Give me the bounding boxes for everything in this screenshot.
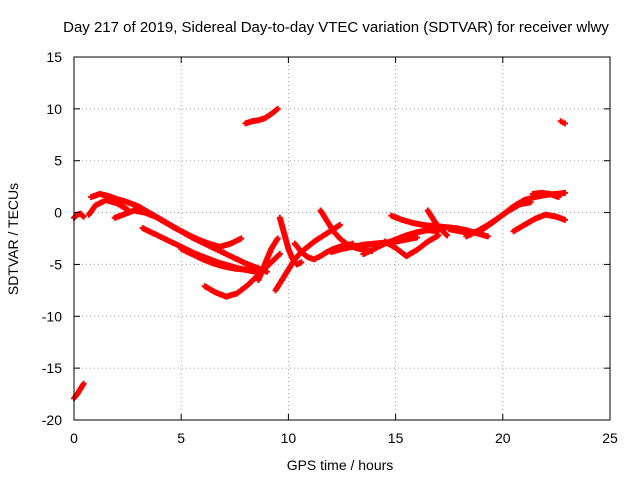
data-point: [238, 235, 245, 242]
data-point: [253, 267, 260, 274]
grid: [74, 57, 610, 420]
data-series: [71, 380, 87, 402]
data-point: [561, 216, 568, 223]
x-tick-label: 5: [177, 430, 185, 446]
x-axis-label: GPS time / hours: [287, 457, 394, 473]
data-series: [510, 211, 568, 235]
data-point: [298, 259, 305, 266]
data-point: [80, 380, 87, 387]
data-point: [414, 234, 421, 241]
x-tick-label: 20: [495, 430, 511, 446]
data-point: [561, 120, 568, 127]
y-tick-label: 5: [54, 153, 62, 169]
data-series: [242, 105, 281, 127]
data-point: [274, 235, 281, 242]
x-tick-label: 10: [281, 430, 297, 446]
data-series: [276, 214, 305, 268]
data-point: [276, 251, 283, 258]
y-tick-label: 10: [46, 101, 62, 117]
data-point: [527, 199, 534, 206]
data-point: [484, 233, 491, 240]
chart-title: Day 217 of 2019, Sidereal Day-to-day VTE…: [63, 19, 609, 36]
data-series: [529, 189, 562, 201]
y-tick-label: -15: [42, 360, 62, 376]
y-tick-label: 0: [54, 205, 62, 221]
y-tick-label: -10: [42, 308, 62, 324]
y-tick-label: -5: [50, 256, 63, 272]
data-series: [111, 207, 245, 250]
x-tick-label: 25: [602, 430, 618, 446]
data-point: [336, 222, 343, 229]
x-tick-label: 15: [388, 430, 404, 446]
data-series: [424, 207, 451, 239]
data-series: [255, 235, 281, 283]
data-point: [274, 105, 281, 112]
data-series: [178, 245, 260, 274]
data-point: [555, 194, 562, 201]
x-tick-label: 0: [70, 430, 78, 446]
y-tick-label: 15: [46, 49, 62, 65]
data-series: [557, 118, 568, 127]
plot-frame: [73, 56, 611, 421]
data-series: [381, 232, 442, 260]
data-point: [444, 232, 451, 239]
data-point: [561, 189, 568, 196]
data-layer: [71, 105, 568, 402]
y-tick-label: -20: [42, 412, 62, 428]
data-series: [463, 199, 534, 240]
data-series: [86, 197, 131, 218]
axes: 0 5 10 15 20 25 -20 -15 -10 -5 0 5 10 15: [42, 49, 618, 446]
data-point: [80, 213, 87, 220]
data-point: [435, 232, 442, 239]
y-axis-label: SDTVAR / TECUs: [5, 183, 21, 295]
